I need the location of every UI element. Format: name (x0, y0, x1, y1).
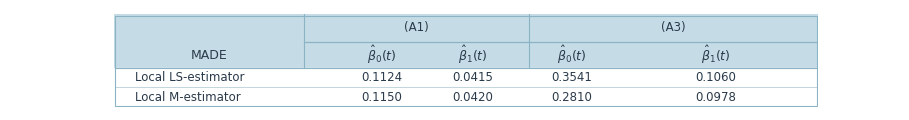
Text: (A1): (A1) (405, 21, 429, 34)
Text: 0.1150: 0.1150 (361, 91, 402, 104)
Text: $\hat{\beta}_1(t)$: $\hat{\beta}_1(t)$ (458, 44, 488, 66)
Text: 0.1060: 0.1060 (695, 71, 736, 84)
Text: $\hat{\beta}_0(t)$: $\hat{\beta}_0(t)$ (556, 44, 586, 66)
Text: $\hat{\beta}_0(t)$: $\hat{\beta}_0(t)$ (366, 44, 396, 66)
Text: 0.0978: 0.0978 (695, 91, 736, 104)
Text: 0.0420: 0.0420 (453, 91, 494, 104)
Bar (114, 68, 818, 107)
Text: (A3): (A3) (662, 21, 686, 34)
Text: Local M-estimator: Local M-estimator (135, 91, 241, 104)
Text: 0.1124: 0.1124 (361, 71, 402, 84)
Text: 0.0415: 0.0415 (453, 71, 494, 84)
Text: MADE: MADE (190, 49, 227, 62)
Text: 0.2810: 0.2810 (551, 91, 592, 104)
Text: $\hat{\beta}_1(t)$: $\hat{\beta}_1(t)$ (701, 44, 731, 66)
Bar (114, 14, 818, 68)
Text: Local LS-estimator: Local LS-estimator (135, 71, 245, 84)
Text: 0.3541: 0.3541 (551, 71, 592, 84)
